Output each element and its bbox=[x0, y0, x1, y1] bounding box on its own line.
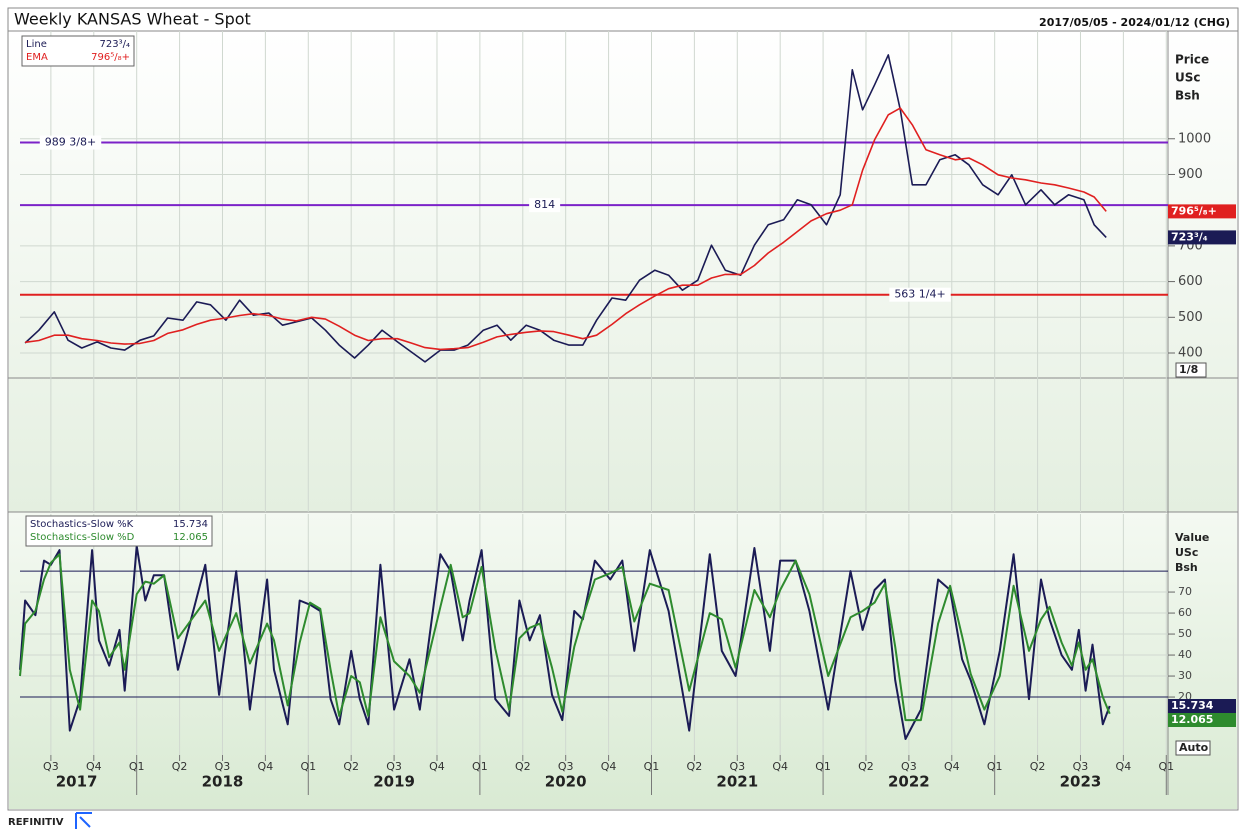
x-tick-label: Q4 bbox=[944, 760, 960, 773]
legend-value: 723³/₄ bbox=[100, 39, 130, 50]
x-tick-label: Q2 bbox=[515, 760, 531, 773]
year-label: 2019 bbox=[373, 773, 415, 791]
axis-label: Bsh bbox=[1175, 561, 1198, 574]
x-tick-label: Q1 bbox=[1158, 760, 1174, 773]
series-line bbox=[24, 107, 1107, 351]
x-tick-label: Q4 bbox=[258, 760, 274, 773]
scale-box-label: 1/8 bbox=[1179, 363, 1198, 376]
last-value-tag bbox=[1168, 699, 1236, 714]
x-tick-label: Q1 bbox=[815, 760, 831, 773]
year-label: 2022 bbox=[888, 773, 930, 791]
legend-label: EMA bbox=[26, 52, 48, 63]
x-tick-label: Q1 bbox=[300, 760, 316, 773]
x-tick-label: Q1 bbox=[129, 760, 145, 773]
last-value-tag bbox=[1168, 713, 1236, 728]
year-label: 2020 bbox=[545, 773, 587, 791]
legend-value: 12.065 bbox=[173, 532, 208, 543]
y-tick-label: 70 bbox=[1178, 585, 1192, 598]
brand-icon bbox=[75, 812, 92, 829]
axis-label: USc bbox=[1175, 546, 1198, 559]
level-label-bg bbox=[529, 198, 561, 213]
x-tick-label: Q4 bbox=[86, 760, 102, 773]
x-tick-label: Q3 bbox=[729, 760, 745, 773]
last-value-tag bbox=[1168, 230, 1236, 245]
x-tick-label: Q3 bbox=[43, 760, 59, 773]
year-label: 2021 bbox=[716, 773, 758, 791]
x-tick-label: Q1 bbox=[472, 760, 488, 773]
last-value-tag bbox=[1168, 204, 1236, 219]
legend-value: 796⁵/₈+ bbox=[91, 52, 130, 63]
x-tick-label: Q4 bbox=[772, 760, 788, 773]
level-label-bg bbox=[889, 287, 951, 302]
y-tick-label: 30 bbox=[1178, 669, 1192, 682]
series-line bbox=[19, 553, 1111, 722]
year-label: 2018 bbox=[202, 773, 244, 791]
scale-box bbox=[1175, 362, 1207, 378]
y-tick-label: 50 bbox=[1178, 627, 1192, 640]
series-line bbox=[24, 54, 1107, 363]
y-tick-label: 60 bbox=[1178, 606, 1192, 619]
level-label: 989 3/8+ bbox=[45, 136, 96, 149]
scale-box bbox=[1175, 740, 1211, 756]
axis-label: Value bbox=[1175, 531, 1209, 544]
y-tick-label: 400 bbox=[1178, 346, 1203, 361]
x-tick-label: Q3 bbox=[901, 760, 917, 773]
x-tick-label: Q1 bbox=[987, 760, 1003, 773]
date-range: 2017/05/05 - 2024/01/12 (CHG) bbox=[1039, 16, 1230, 29]
y-tick-label: 900 bbox=[1178, 167, 1203, 182]
axis-label: Bsh bbox=[1175, 89, 1200, 103]
y-tick-label: 1000 bbox=[1178, 131, 1211, 146]
last-value-label: 796⁵/₈+ bbox=[1171, 204, 1217, 217]
level-label: 563 1/4+ bbox=[894, 288, 945, 301]
x-tick-label: Q2 bbox=[343, 760, 359, 773]
legend bbox=[21, 35, 135, 67]
legend-label: Stochastics-Slow %D bbox=[30, 532, 135, 543]
x-tick-label: Q2 bbox=[858, 760, 874, 773]
legend-value: 15.734 bbox=[173, 519, 208, 530]
last-value-label: 12.065 bbox=[1171, 713, 1213, 726]
last-value-label: 15.734 bbox=[1171, 699, 1214, 712]
x-tick-label: Q2 bbox=[172, 760, 188, 773]
x-tick-label: Q3 bbox=[558, 760, 574, 773]
x-tick-label: Q2 bbox=[687, 760, 703, 773]
year-label: 2023 bbox=[1060, 773, 1102, 791]
x-tick-label: Q4 bbox=[429, 760, 445, 773]
axis-label: Price bbox=[1175, 53, 1209, 67]
title: Weekly KANSAS Wheat - Spot bbox=[14, 10, 251, 29]
legend-label: Stochastics-Slow %K bbox=[30, 519, 134, 530]
legend bbox=[25, 515, 213, 547]
price-pane-bg bbox=[9, 31, 1237, 512]
y-tick-label: 40 bbox=[1178, 648, 1192, 661]
brand: REFINITIV bbox=[8, 817, 64, 828]
x-tick-label: Q2 bbox=[1030, 760, 1046, 773]
scale-box-label: Auto bbox=[1179, 741, 1209, 754]
x-tick-label: Q4 bbox=[601, 760, 617, 773]
y-tick-label: 500 bbox=[1178, 310, 1203, 325]
y-tick-label: 600 bbox=[1178, 274, 1203, 289]
x-tick-label: Q4 bbox=[1116, 760, 1132, 773]
x-tick-label: Q3 bbox=[386, 760, 402, 773]
axis-label: USc bbox=[1175, 71, 1201, 85]
x-tick-label: Q1 bbox=[644, 760, 660, 773]
last-value-label: 723³/₄ bbox=[1171, 230, 1208, 243]
year-label: 2017 bbox=[56, 773, 98, 791]
x-tick-label: Q3 bbox=[215, 760, 231, 773]
x-tick-label: Q3 bbox=[1073, 760, 1089, 773]
level-label: 814 bbox=[534, 198, 555, 211]
level-label-bg bbox=[39, 135, 102, 150]
legend-label: Line bbox=[26, 39, 47, 50]
stoch-pane-bg bbox=[9, 512, 1237, 809]
